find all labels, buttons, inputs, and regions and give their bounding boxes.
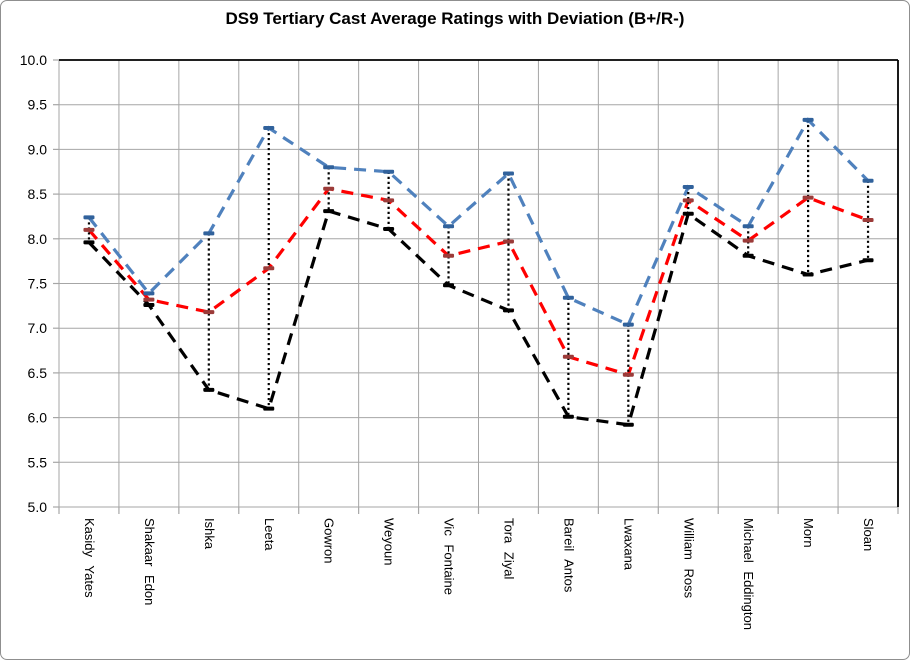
marker-plus-deviation xyxy=(443,224,455,229)
marker-plus-deviation xyxy=(502,171,514,176)
marker-plus-deviation xyxy=(263,125,275,130)
marker-minus-deviation xyxy=(143,302,155,307)
marker-minus-deviation xyxy=(802,272,814,277)
marker-average xyxy=(263,266,275,271)
marker-plus-deviation xyxy=(682,184,694,189)
marker-average xyxy=(203,310,215,315)
marker-average xyxy=(502,239,514,244)
marker-minus-deviation xyxy=(323,209,335,214)
series-line-plus-deviation xyxy=(87,117,870,327)
marker-average xyxy=(862,218,874,223)
marker-plus-deviation xyxy=(622,322,634,327)
marker-minus-deviation xyxy=(83,240,95,245)
x-category-label: Gowron xyxy=(322,518,337,564)
x-category-label: Bareil Antos xyxy=(561,518,576,593)
marker-minus-deviation xyxy=(383,226,395,231)
x-category-label: Vic Fontaine xyxy=(442,518,457,595)
x-category-label: Morn xyxy=(801,518,816,548)
x-category-label: Kasidy Yates xyxy=(82,518,97,598)
y-tick-label: 9.5 xyxy=(28,97,48,113)
y-tick-label: 10.0 xyxy=(20,52,47,68)
x-category-label: Leeta xyxy=(262,518,277,551)
marker-plus-deviation xyxy=(323,165,335,170)
marker-minus-deviation xyxy=(622,422,634,427)
y-tick-label: 8.0 xyxy=(28,231,48,247)
chart-title: DS9 Tertiary Cast Average Ratings with D… xyxy=(225,9,685,28)
marker-plus-deviation xyxy=(862,178,874,183)
marker-minus-deviation xyxy=(203,387,215,392)
series-line-minus-deviation xyxy=(87,209,869,427)
marker-average xyxy=(802,195,814,200)
y-tick-label: 7.0 xyxy=(28,320,48,336)
marker-plus-deviation xyxy=(143,291,155,296)
x-category-label: Shakaar Edon xyxy=(142,518,157,605)
marker-plus-deviation xyxy=(802,117,814,122)
marker-plus-deviation xyxy=(742,224,754,229)
marker-minus-deviation xyxy=(682,211,694,216)
marker-minus-deviation xyxy=(502,308,514,313)
y-tick-label: 9.0 xyxy=(28,141,48,157)
marker-minus-deviation xyxy=(742,253,754,258)
x-category-label: Tora Ziyal xyxy=(501,518,516,579)
marker-average xyxy=(323,186,335,191)
marker-average xyxy=(622,372,634,377)
y-tick-label: 5.0 xyxy=(28,499,48,515)
series-line-average xyxy=(87,186,869,377)
x-category-label: Ishka xyxy=(202,518,217,550)
marker-plus-deviation xyxy=(83,215,95,220)
marker-average xyxy=(742,238,754,243)
marker-average xyxy=(143,297,155,302)
marker-average xyxy=(443,253,455,258)
y-tick-label: 6.5 xyxy=(28,365,48,381)
marker-plus-deviation xyxy=(562,295,574,300)
x-category-label: Michael Eddington xyxy=(741,518,756,630)
marker-minus-deviation xyxy=(562,414,574,419)
marker-minus-deviation xyxy=(862,258,874,263)
marker-minus-deviation xyxy=(443,283,455,288)
marker-average xyxy=(83,227,95,232)
x-category-label: Weyoun xyxy=(382,518,397,565)
x-category-label: Lwaxana xyxy=(621,518,636,571)
y-tick-label: 5.5 xyxy=(28,454,48,470)
marker-plus-deviation xyxy=(203,231,215,236)
marker-average xyxy=(383,198,395,203)
x-category-label: William Ross xyxy=(681,518,696,599)
marker-plus-deviation xyxy=(383,169,395,174)
y-tick-label: 6.0 xyxy=(28,410,48,426)
marker-minus-deviation xyxy=(263,406,275,411)
y-tick-label: 8.5 xyxy=(28,186,48,202)
marker-average xyxy=(562,354,574,359)
marker-average xyxy=(682,198,694,203)
y-tick-label: 7.5 xyxy=(28,276,48,292)
x-category-label: Sloan xyxy=(861,518,876,551)
